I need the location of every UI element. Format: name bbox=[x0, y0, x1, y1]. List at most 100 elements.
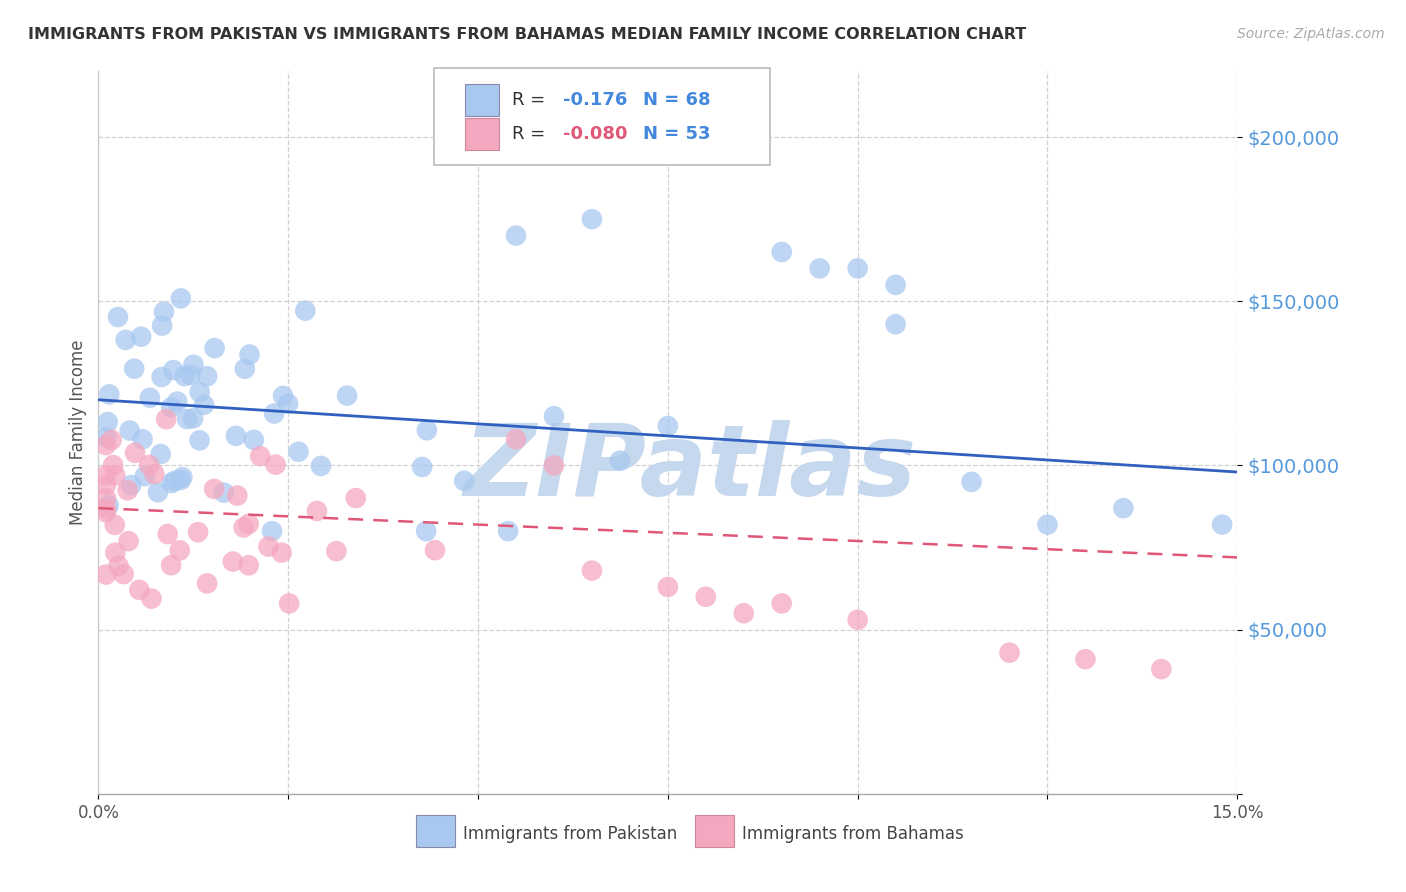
Point bbox=[543, 458, 565, 473]
Point bbox=[233, 361, 256, 376]
Point bbox=[112, 567, 135, 582]
Point bbox=[733, 607, 755, 621]
Point bbox=[97, 415, 120, 429]
Point bbox=[770, 596, 793, 610]
Point bbox=[101, 458, 124, 472]
Text: Immigrants from Bahamas: Immigrants from Bahamas bbox=[742, 824, 963, 843]
Point bbox=[846, 613, 869, 627]
Point bbox=[505, 432, 527, 446]
Point bbox=[169, 473, 191, 487]
Point bbox=[257, 540, 280, 554]
Text: N = 53: N = 53 bbox=[643, 125, 710, 144]
Point bbox=[97, 499, 120, 513]
Point bbox=[336, 389, 359, 403]
Point bbox=[277, 397, 299, 411]
Point bbox=[129, 329, 152, 343]
Point bbox=[453, 474, 475, 488]
Point bbox=[98, 387, 121, 401]
Point bbox=[212, 485, 235, 500]
Point bbox=[1150, 662, 1173, 676]
Point bbox=[138, 458, 160, 472]
FancyBboxPatch shape bbox=[695, 814, 734, 847]
FancyBboxPatch shape bbox=[465, 119, 499, 150]
Point bbox=[325, 544, 347, 558]
Point bbox=[187, 525, 209, 540]
Point bbox=[309, 458, 332, 473]
Point bbox=[120, 478, 142, 492]
Point bbox=[998, 646, 1021, 660]
Text: N = 68: N = 68 bbox=[643, 91, 710, 109]
Point bbox=[104, 468, 127, 483]
Point bbox=[657, 580, 679, 594]
Point bbox=[104, 518, 127, 533]
Point bbox=[150, 370, 173, 384]
Point bbox=[1074, 652, 1097, 666]
Point bbox=[884, 318, 907, 332]
Point bbox=[150, 318, 173, 333]
Point bbox=[153, 305, 176, 319]
Point bbox=[94, 567, 117, 582]
Point bbox=[232, 520, 254, 534]
Point bbox=[1112, 501, 1135, 516]
Point bbox=[94, 505, 117, 519]
Point bbox=[249, 449, 271, 463]
Point bbox=[1036, 517, 1059, 532]
Text: IMMIGRANTS FROM PAKISTAN VS IMMIGRANTS FROM BAHAMAS MEDIAN FAMILY INCOME CORRELA: IMMIGRANTS FROM PAKISTAN VS IMMIGRANTS F… bbox=[28, 27, 1026, 42]
Point bbox=[884, 277, 907, 292]
Text: -0.176: -0.176 bbox=[562, 91, 627, 109]
Point bbox=[94, 491, 117, 505]
Point bbox=[609, 453, 631, 467]
Point bbox=[657, 419, 679, 434]
Point bbox=[149, 447, 172, 461]
Point bbox=[134, 469, 156, 483]
Point bbox=[960, 475, 983, 489]
Point bbox=[94, 501, 117, 516]
Point bbox=[238, 516, 260, 531]
Point bbox=[181, 411, 204, 425]
Point bbox=[287, 444, 309, 458]
Point bbox=[94, 430, 117, 444]
Point bbox=[94, 478, 117, 492]
Point bbox=[114, 333, 136, 347]
Point bbox=[305, 504, 328, 518]
Point bbox=[415, 524, 437, 538]
Point bbox=[160, 401, 183, 415]
Point bbox=[238, 558, 260, 573]
Point bbox=[846, 261, 869, 276]
Text: R =: R = bbox=[512, 125, 551, 144]
Point bbox=[188, 434, 211, 448]
Point bbox=[496, 524, 519, 538]
Point bbox=[264, 458, 287, 472]
Point bbox=[107, 558, 129, 573]
Point bbox=[423, 543, 446, 558]
Point bbox=[770, 244, 793, 259]
Point bbox=[1211, 517, 1233, 532]
Point bbox=[263, 407, 285, 421]
Point bbox=[166, 394, 188, 409]
Point bbox=[156, 527, 179, 541]
Point bbox=[271, 389, 294, 403]
Point bbox=[243, 433, 266, 447]
Point bbox=[173, 369, 195, 384]
Point bbox=[183, 358, 205, 372]
Point bbox=[131, 432, 153, 446]
Point bbox=[193, 398, 215, 412]
Point bbox=[270, 545, 292, 559]
Point bbox=[294, 303, 316, 318]
Point bbox=[195, 576, 218, 591]
Point bbox=[188, 384, 211, 399]
Point bbox=[238, 347, 260, 361]
Point bbox=[344, 491, 367, 505]
Point bbox=[695, 590, 717, 604]
Point bbox=[225, 429, 247, 443]
Text: Immigrants from Pakistan: Immigrants from Pakistan bbox=[463, 824, 678, 843]
Point bbox=[195, 369, 218, 384]
Point bbox=[808, 261, 831, 276]
Point bbox=[139, 391, 162, 405]
Point bbox=[543, 409, 565, 424]
Point bbox=[505, 228, 527, 243]
Point bbox=[124, 446, 146, 460]
FancyBboxPatch shape bbox=[465, 85, 499, 116]
Point bbox=[180, 368, 202, 382]
Point bbox=[260, 524, 283, 538]
